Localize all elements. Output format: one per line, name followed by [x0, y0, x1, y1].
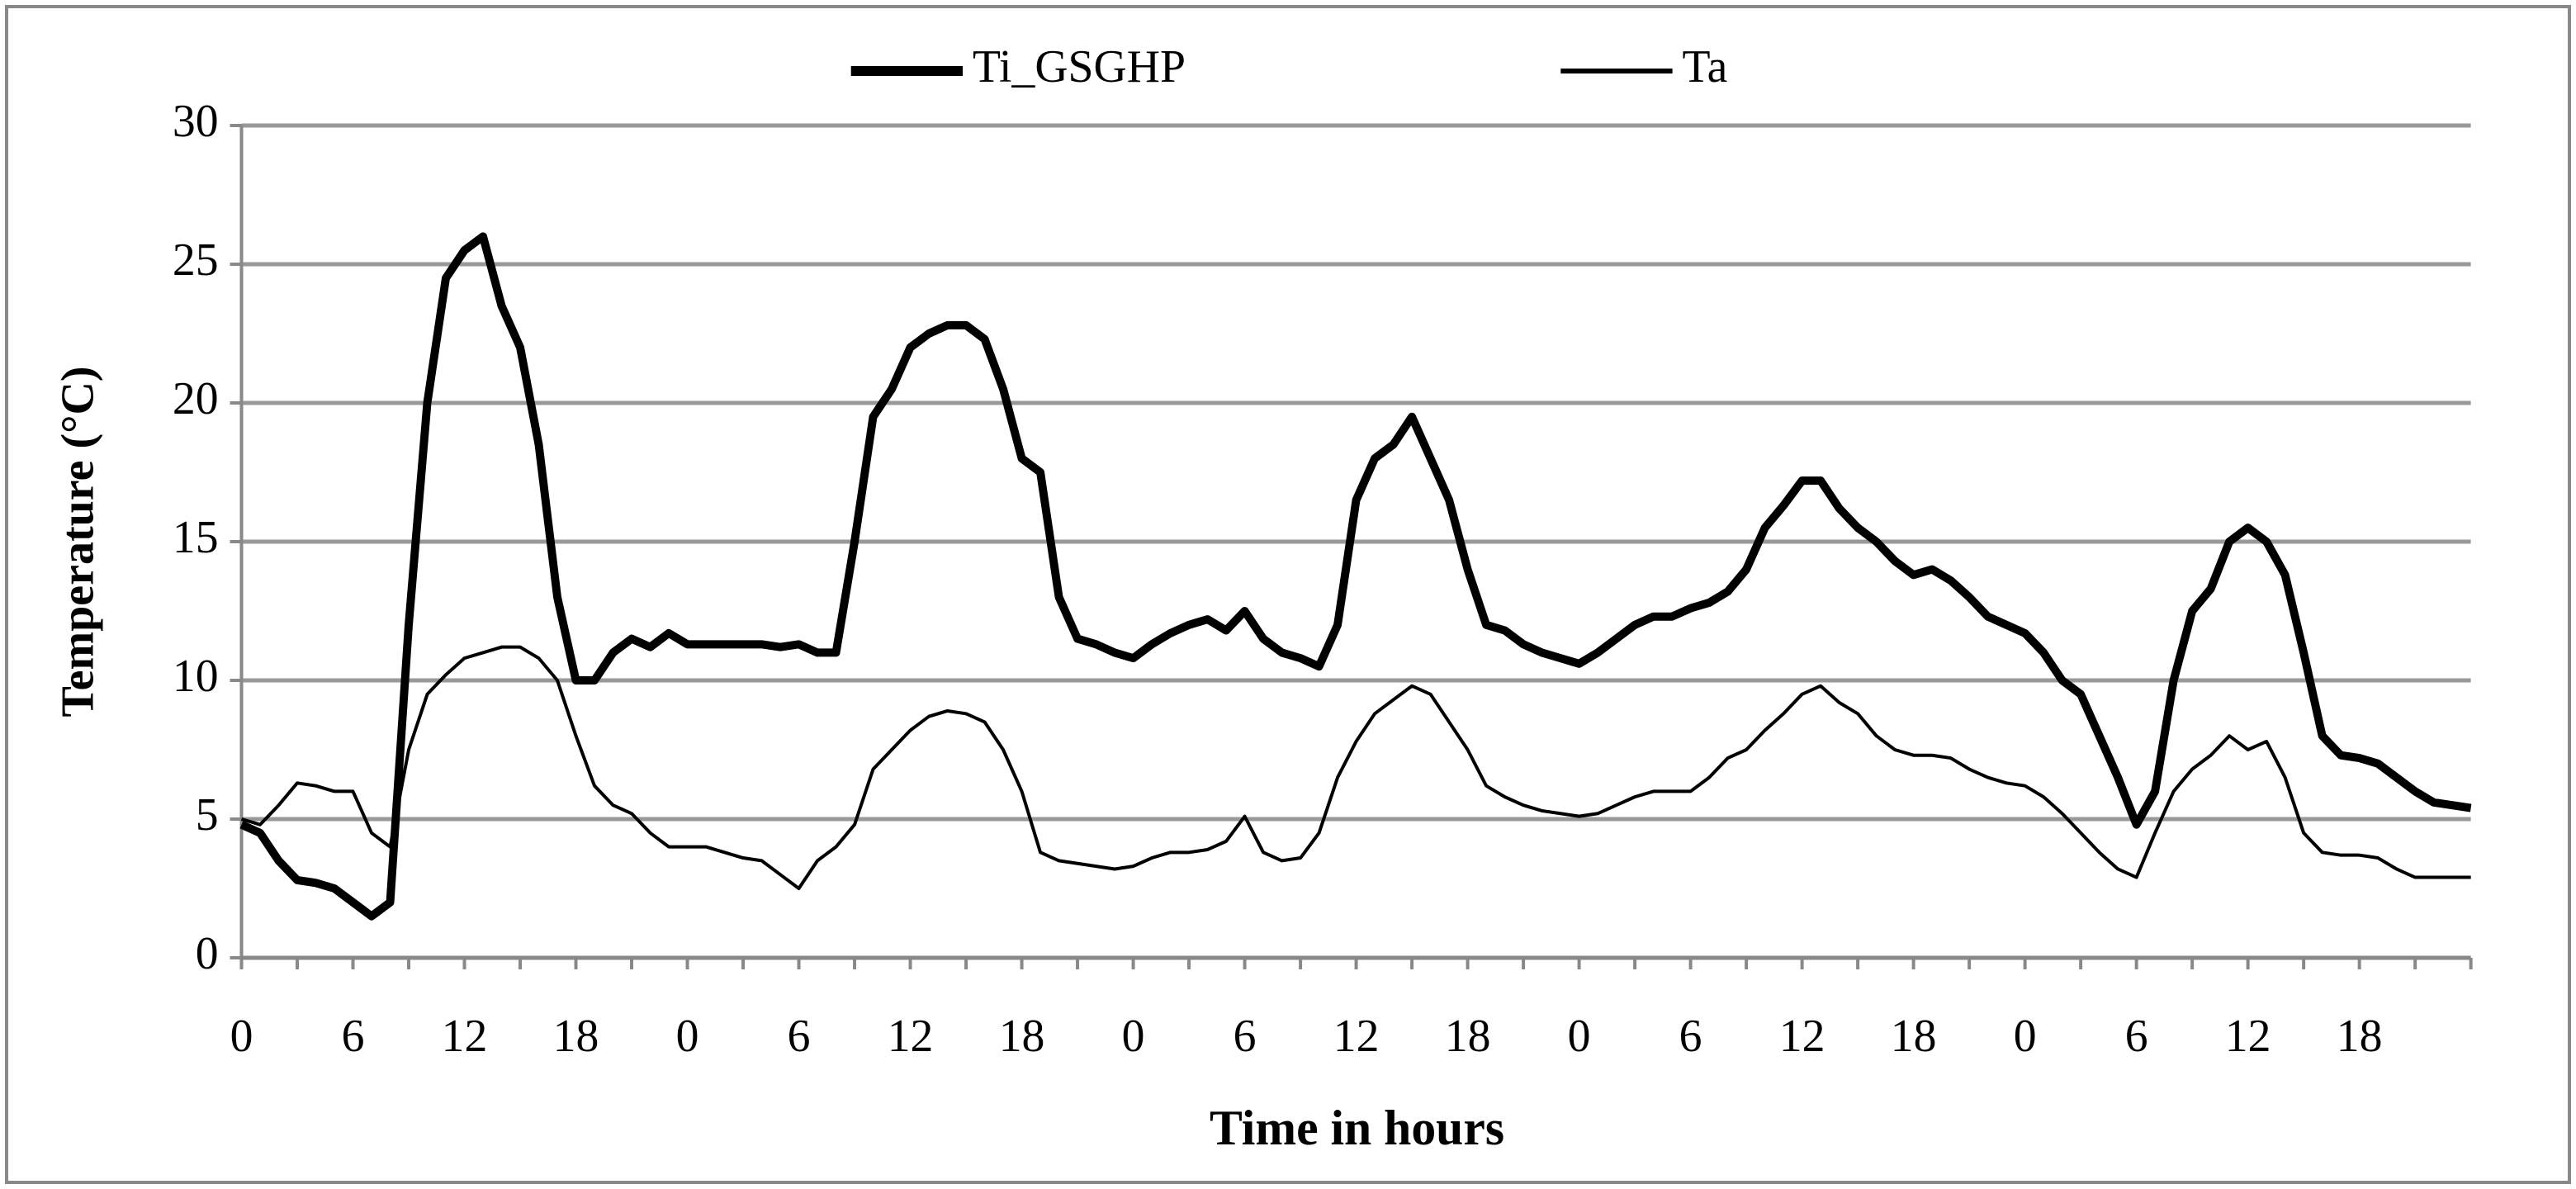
x-tick-label: 12	[1333, 1011, 1380, 1062]
legend-label: Ta	[1683, 41, 1728, 92]
chart-frame	[4, 5, 2572, 1184]
x-tick-label: 12	[888, 1011, 934, 1062]
x-tick-label: 6	[2125, 1011, 2148, 1062]
y-tick-label: 25	[173, 234, 219, 286]
legend-label: Ti_GSGHP	[973, 41, 1186, 92]
series-line	[239, 232, 2472, 921]
y-tick-label: 5	[196, 789, 219, 841]
y-tick-label: 0	[196, 928, 219, 979]
x-tick-label: 6	[342, 1011, 365, 1062]
y-tick-label: 20	[173, 373, 219, 424]
series-line	[240, 645, 2471, 890]
x-tick-label: 18	[1891, 1011, 1937, 1062]
y-tick-label: 10	[173, 651, 219, 702]
x-tick-label: 12	[2225, 1011, 2271, 1062]
x-tick-label: 6	[1234, 1011, 1257, 1062]
x-tick-label: 0	[1122, 1011, 1145, 1062]
x-tick-label: 18	[999, 1011, 1045, 1062]
x-tick-label: 6	[788, 1011, 811, 1062]
x-tick-label: 0	[230, 1011, 253, 1062]
y-tick-label: 15	[173, 512, 219, 563]
x-tick-label: 18	[2337, 1011, 2383, 1062]
x-tick-label: 12	[442, 1011, 488, 1062]
x-tick-label: 0	[1568, 1011, 1591, 1062]
y-tick-label: 30	[173, 96, 219, 147]
x-tick-label: 6	[1679, 1011, 1702, 1062]
x-axis-label: Time in hours	[1210, 1101, 1504, 1155]
x-tick-label: 18	[1445, 1011, 1491, 1062]
x-tick-label: 12	[1779, 1011, 1825, 1062]
x-tick-label: 0	[676, 1011, 699, 1062]
y-axis-label: Temperature (°C)	[52, 366, 103, 717]
x-tick-label: 0	[2014, 1011, 2037, 1062]
x-tick-label: 18	[553, 1011, 599, 1062]
